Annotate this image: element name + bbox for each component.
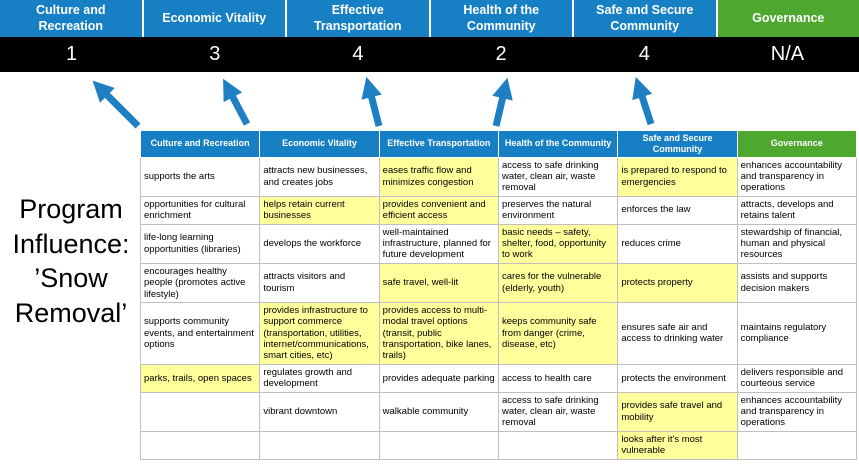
matrix-cell-highlighted: provides convenient and efficient access	[378, 195, 499, 225]
up-arrow-transportation	[361, 76, 383, 127]
up-arrow-economic	[223, 78, 251, 126]
matrix-header-culture-and-recreation: Culture and Recreation	[139, 130, 261, 158]
matrix-row-5: supports community events, and entertain…	[139, 301, 858, 365]
matrix-cell: access to safe drinking water, clean air…	[497, 391, 619, 432]
matrix-row-7: vibrant downtown walkable community access…	[139, 391, 858, 432]
matrix-cell: attracts visitors and tourism	[259, 262, 380, 303]
score-effective-transportation: 4	[352, 43, 364, 65]
matrix-header-economic-vitality: Economic Vitality	[259, 130, 380, 158]
matrix-cell: life-long learning opportunities (librar…	[139, 223, 261, 264]
matrix-cell: attracts new businesses, and creates job…	[259, 156, 380, 197]
category-header-health-of-the-community: Health of the Community	[430, 0, 574, 37]
matrix-cell-highlighted: provides access to multi-modal travel op…	[378, 301, 499, 365]
category-header-economic-vitality: Economic Vitality	[143, 0, 287, 37]
matrix-cell: preserves the natural environment	[497, 195, 619, 225]
matrix-cell-highlighted: eases traffic flow and minimizes congest…	[378, 156, 499, 197]
influence-matrix: Culture and Recreation Economic Vitality E…	[139, 130, 858, 460]
matrix-cell: opportunities for cultural enrichment	[139, 195, 261, 225]
matrix-cell-highlighted: protects property	[617, 262, 738, 303]
matrix-cell: access to safe drinking water, clean air…	[497, 156, 619, 197]
score-health-of-the-community: 2	[495, 43, 507, 65]
matrix-cell-highlighted: cares for the vulnerable (elderly, youth…	[497, 262, 619, 303]
matrix-cell-highlighted: parks, trails, open spaces	[139, 363, 261, 393]
score-governance: N/A	[770, 43, 805, 65]
matrix-cell-highlighted: is prepared to respond to emergencies	[617, 156, 738, 197]
score-economic-vitality: 3	[209, 43, 221, 65]
matrix-cell: delivers responsible and courteous servi…	[736, 363, 858, 393]
matrix-cell-highlighted: helps retain current businesses	[259, 195, 380, 225]
matrix-cell: maintains regulatory compliance	[736, 301, 858, 365]
matrix-cell: enforces the law	[617, 195, 738, 225]
up-arrow-health	[492, 77, 513, 127]
matrix-header-row: Culture and Recreation Economic Vitality E…	[139, 130, 858, 158]
matrix-cell-highlighted: provides safe travel and mobility	[617, 391, 738, 432]
matrix-cell: walkable community	[378, 391, 499, 432]
program-title: Program Influence: ’Snow Removal’	[12, 194, 130, 328]
matrix-cell	[736, 430, 858, 460]
matrix-header-governance: Governance	[736, 130, 858, 158]
matrix-cell: reduces crime	[617, 223, 738, 264]
matrix-row-3: life-long learning opportunities (librar…	[139, 223, 858, 264]
matrix-cell: regulates growth and development	[259, 363, 380, 393]
matrix-cell-highlighted: basic needs – safety, shelter, food, opp…	[497, 223, 619, 264]
matrix-cell: supports the arts	[139, 156, 261, 197]
matrix-cell: assists and supports decision makers	[736, 262, 858, 303]
matrix-header-effective-transportation: Effective Transportation	[378, 130, 499, 158]
matrix-cell: ensures safe air and access to drinking …	[617, 301, 738, 365]
category-header-culture-and-recreation: Culture and Recreation	[0, 0, 144, 37]
matrix-header-safe-and-secure-community: Safe and Secure Community	[617, 130, 738, 158]
matrix-cell	[497, 430, 619, 460]
score-band: 1 3 4 2 4 N/A	[0, 37, 859, 72]
score-culture-and-recreation: 1	[66, 43, 78, 65]
matrix-cell	[259, 430, 380, 460]
matrix-cell-highlighted: safe travel, well-lit	[378, 262, 499, 303]
matrix-row-1: supports the arts attracts new businesses…	[139, 156, 858, 197]
score-safe-and-secure-community: 4	[638, 43, 650, 65]
matrix-cell: stewardship of financial, human and phys…	[736, 223, 858, 264]
matrix-cell: enhances accountability and transparency…	[736, 391, 858, 432]
matrix-cell: supports community events, and entertain…	[139, 301, 261, 365]
category-header-governance: Governance	[717, 0, 859, 37]
matrix-header-health-of-the-community: Health of the Community	[497, 130, 619, 158]
category-header-effective-transportation: Effective Transportation	[287, 0, 431, 37]
matrix-cell: access to health care	[497, 363, 619, 393]
matrix-cell: vibrant downtown	[259, 391, 380, 432]
matrix-cell-highlighted: provides infrastructure to support comme…	[259, 301, 380, 365]
up-arrow-culture	[92, 80, 141, 129]
matrix-cell	[378, 430, 499, 460]
matrix-row-6: parks, trails, open spaces regulates grow…	[139, 363, 858, 393]
matrix-cell	[139, 391, 261, 432]
matrix-cell: develops the workforce	[259, 223, 380, 264]
matrix-row-8: looks after it's most vulnerable	[139, 430, 858, 460]
category-header-safe-and-secure-community: Safe and Secure Community	[574, 0, 718, 37]
matrix-cell-highlighted: keeps community safe from danger (crime,…	[497, 301, 619, 365]
matrix-row-4: encourages healthy people (promotes acti…	[139, 262, 858, 303]
up-arrow-safe-secure	[632, 77, 655, 126]
matrix-cell: provides adequate parking	[378, 363, 499, 393]
category-header-band: Culture and Recreation Economic Vitality E…	[0, 0, 859, 37]
matrix-cell: enhances accountability and transparency…	[736, 156, 858, 197]
matrix-cell: well-maintained infrastructure, planned …	[378, 223, 499, 264]
matrix-cell: protects the environment	[617, 363, 738, 393]
matrix-row-2: opportunities for cultural enrichment hel…	[139, 195, 858, 225]
influence-arrows	[92, 76, 655, 129]
matrix-cell-highlighted: looks after it's most vulnerable	[617, 430, 738, 460]
matrix-cell	[139, 430, 261, 460]
matrix-cell: attracts, develops and retains talent	[736, 195, 858, 225]
matrix-cell: encourages healthy people (promotes acti…	[139, 262, 261, 303]
